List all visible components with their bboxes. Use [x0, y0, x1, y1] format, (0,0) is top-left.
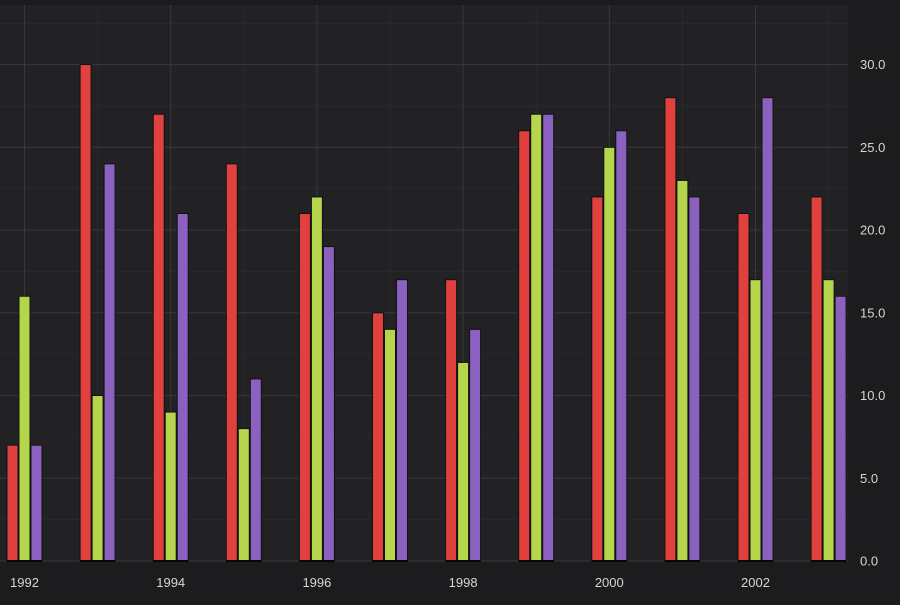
bar-series-1-2001	[664, 97, 677, 562]
bar-series-1-1998	[445, 279, 458, 562]
bar-series-3-1999	[542, 113, 555, 562]
bar-series-3-2000	[615, 130, 628, 562]
bar-series-1-1993	[79, 64, 92, 562]
x-tick-label: 1992	[10, 575, 39, 590]
bar-series-1-2000	[591, 196, 604, 562]
bar-series-2-1998	[457, 361, 470, 562]
bar-series-1-1994	[152, 113, 165, 562]
x-tick-label: 1998	[449, 575, 478, 590]
bar-series-3-2001	[688, 196, 701, 562]
bar-series-1-1999	[518, 130, 531, 562]
y-tick-label: 25.0	[860, 140, 885, 155]
bar-series-3-1998	[469, 328, 482, 562]
bar-series-2-2002	[749, 279, 762, 562]
bar-series-1-1992	[6, 444, 19, 562]
bar-series-2-1997	[384, 328, 396, 562]
bar-series-2-1995	[237, 428, 250, 562]
y-tick-label: 10.0	[860, 388, 885, 403]
y-tick-label: 5.0	[860, 471, 878, 486]
x-tick-label: 1994	[156, 575, 185, 590]
bar-series-1-2003	[810, 196, 823, 562]
bar-series-1-1995	[225, 163, 238, 562]
bar-series-2-1993	[91, 395, 104, 562]
bar-series-2-1996	[310, 196, 323, 562]
bar-series-3-2002	[761, 97, 774, 562]
bar-series-1-2002	[737, 213, 750, 562]
y-tick-label: 20.0	[860, 223, 885, 238]
bar-series-3-1994	[176, 213, 189, 562]
bar-series-3-1992	[30, 444, 43, 562]
bar-series-2-2003	[822, 279, 835, 562]
bar-series-group	[6, 64, 847, 562]
bar-series-1-1997	[372, 312, 384, 562]
x-tick-label: 2000	[595, 575, 624, 590]
x-axis-tick-labels: 1992 1994 1996 1998 2000 2002	[10, 575, 770, 590]
bar-series-3-1997	[396, 279, 408, 562]
bar-series-2-1994	[164, 411, 177, 562]
plot-area	[0, 5, 848, 561]
bar-series-3-1995	[249, 378, 262, 562]
bar-series-3-1993	[103, 163, 116, 562]
bar-series-2-2001	[676, 179, 689, 562]
y-axis-tick-labels: 0.0 5.0 10.0 15.0 20.0 25.0 30.0	[860, 57, 885, 568]
bar-series-3-2003	[834, 295, 847, 562]
bar-series-3-1996	[322, 246, 335, 562]
bar-series-2-2000	[603, 146, 616, 562]
x-tick-label: 2002	[741, 575, 770, 590]
x-tick-label: 1996	[302, 575, 331, 590]
bar-series-2-1999	[530, 113, 543, 562]
bar-series-2-1992	[18, 295, 31, 562]
y-tick-label: 0.0	[860, 554, 878, 569]
y-tick-label: 30.0	[860, 57, 885, 72]
y-tick-label: 15.0	[860, 305, 885, 320]
bar-series-1-1996	[298, 213, 311, 562]
